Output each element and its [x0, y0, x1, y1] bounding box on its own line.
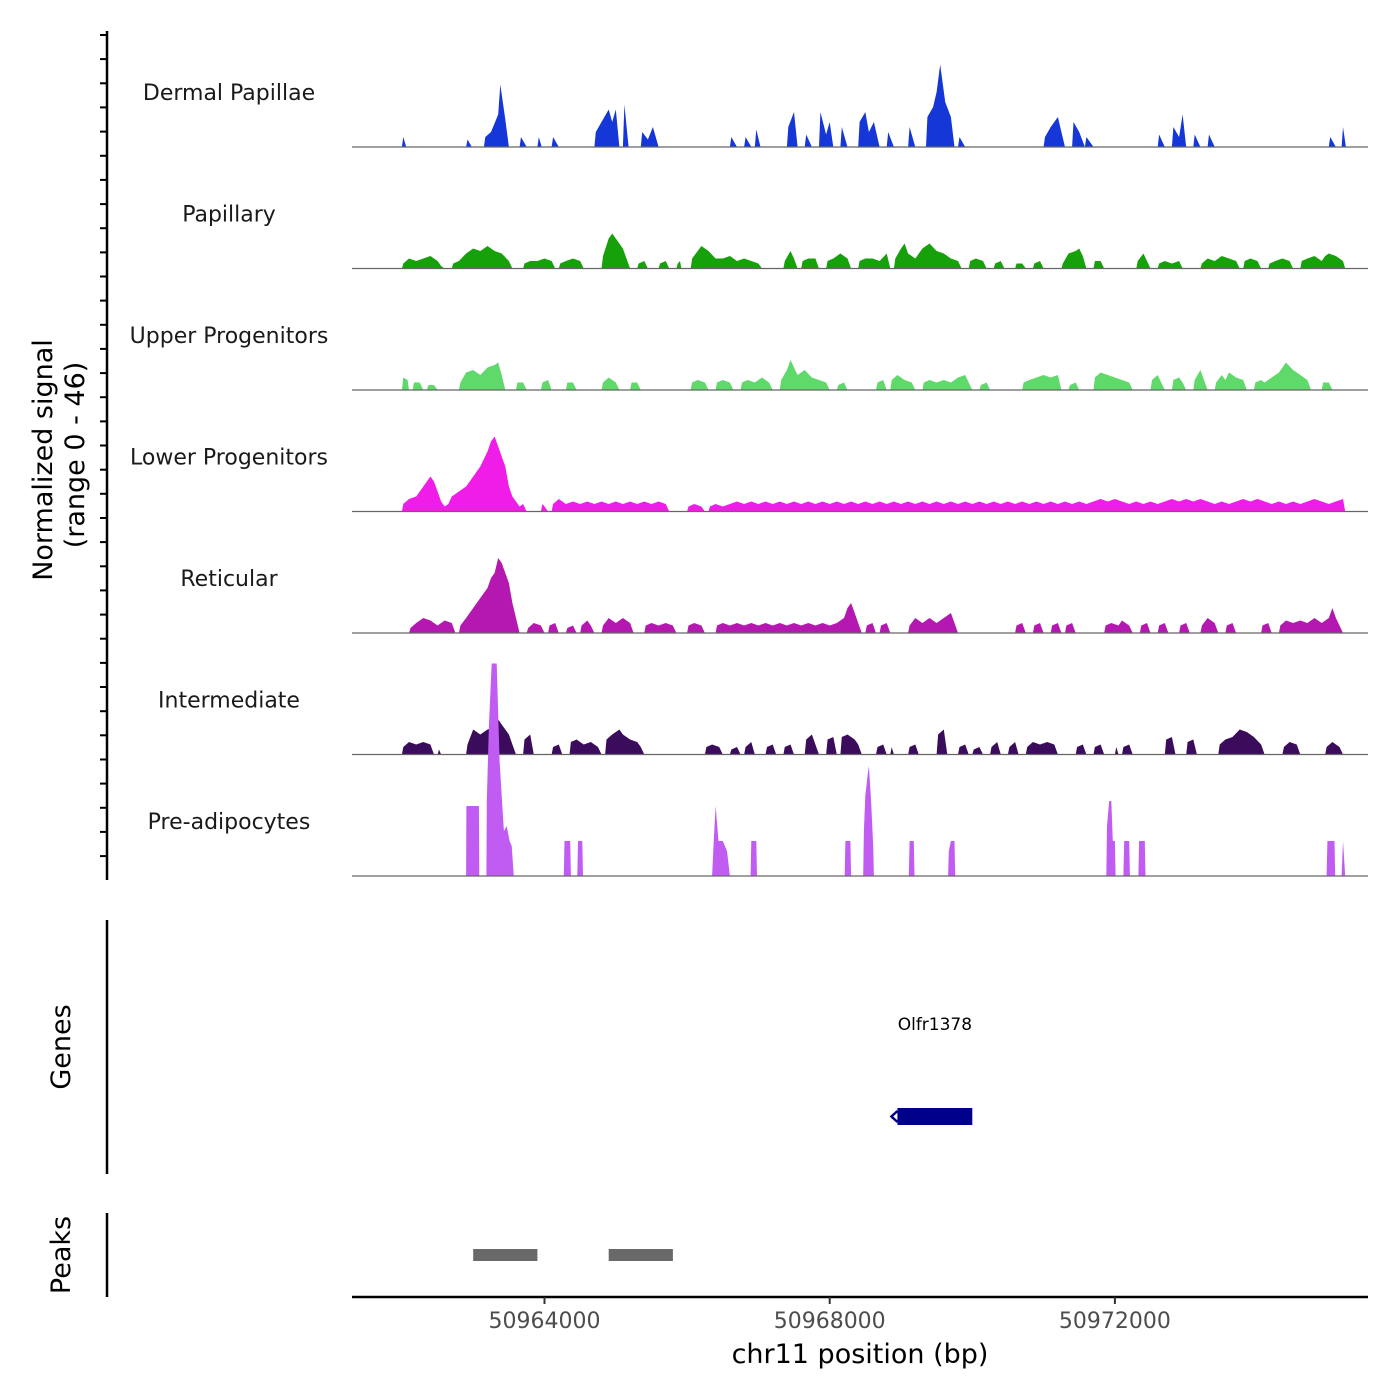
- track-coverage-area: [466, 663, 1346, 876]
- genes-panel-title: Genes: [46, 1004, 77, 1089]
- track-coverage-area: [401, 719, 1343, 755]
- track-label: Upper Progenitors: [130, 324, 329, 349]
- peaks-panel-title: Peaks: [46, 1216, 77, 1294]
- gene-label: Olfr1378: [898, 1015, 972, 1035]
- track-label: Pre-adipocytes: [148, 810, 311, 835]
- gene-olfr1378: Olfr1378: [889, 1015, 973, 1125]
- track-reticular: Reticular: [180, 558, 1368, 634]
- x-tick-label: 50968000: [774, 1309, 886, 1334]
- track-coverage-area: [401, 436, 1346, 512]
- coverage-tracks: Dermal Papillae Papillary Upper Progenitor…: [130, 64, 1368, 877]
- signal-y-axis: Normalized signal (range 0 - 46): [28, 31, 109, 880]
- track-label: Lower Progenitors: [130, 446, 328, 471]
- x-tick-label: 50964000: [489, 1309, 601, 1334]
- track-label: Dermal Papillae: [143, 81, 315, 106]
- y-axis-range-label: (range 0 - 46): [60, 362, 91, 549]
- track-coverage-area: [401, 64, 1346, 147]
- track-label: Papillary: [182, 203, 276, 228]
- x-tick-label: 50972000: [1059, 1309, 1171, 1334]
- track-pre-adipocytes: Pre-adipocytes: [148, 663, 1368, 877]
- track-label: Reticular: [180, 567, 278, 592]
- track-papillary: Papillary: [182, 203, 1368, 270]
- track-lower-progenitors: Lower Progenitors: [130, 436, 1368, 513]
- genes-panel: Genes Olfr1378: [46, 920, 973, 1174]
- y-axis-title: Normalized signal: [28, 339, 59, 581]
- peaks-panel: Peaks: [46, 1213, 673, 1297]
- track-intermediate: Intermediate: [158, 689, 1368, 756]
- track-coverage-area: [401, 558, 1343, 633]
- peak-bar: [473, 1249, 538, 1261]
- track-dermal-papillae: Dermal Papillae: [143, 64, 1368, 148]
- track-label: Intermediate: [158, 689, 300, 714]
- track-coverage-area: [401, 360, 1333, 390]
- peak-bar: [608, 1249, 673, 1261]
- track-upper-progenitors: Upper Progenitors: [130, 324, 1368, 391]
- gene-strand-arrow: [889, 1110, 899, 1123]
- track-coverage-area: [401, 233, 1346, 269]
- x-axis-title: chr11 position (bp): [732, 1339, 989, 1370]
- x-axis: 50964000 50968000 50972000 chr11 position (…: [352, 1295, 1368, 1370]
- gene-exon-box: [897, 1108, 973, 1125]
